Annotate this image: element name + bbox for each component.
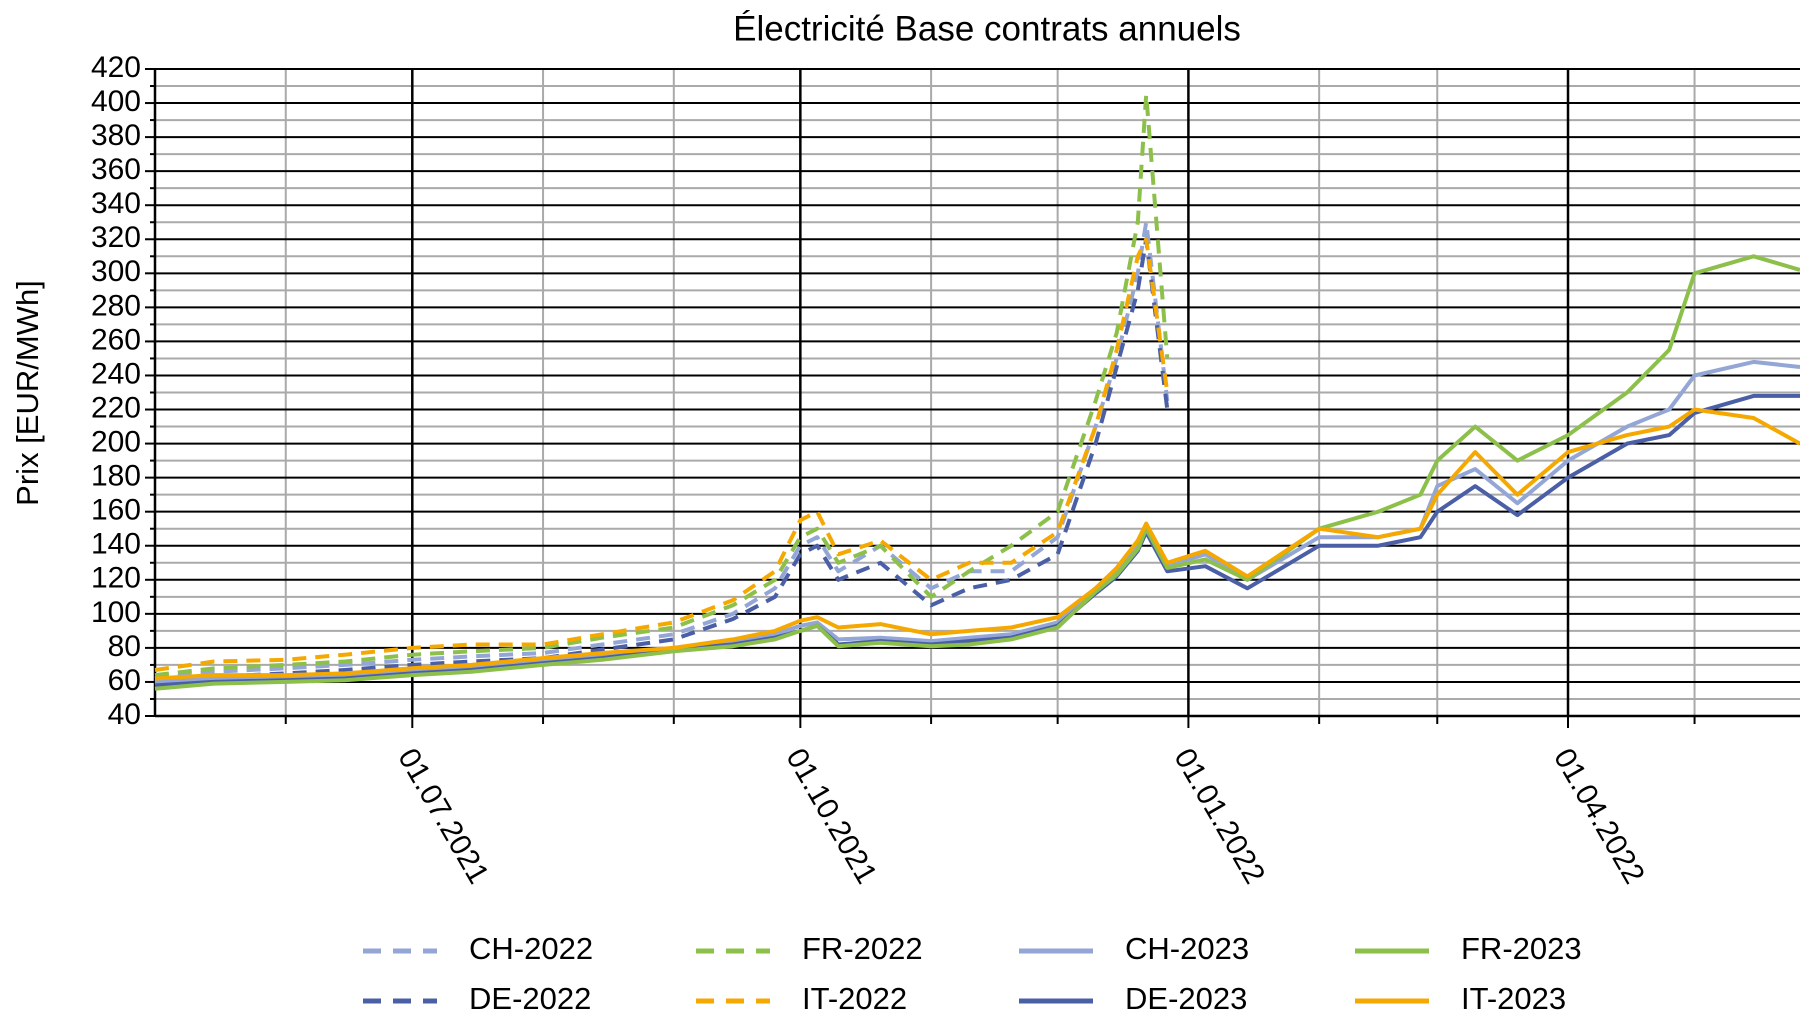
series-line — [154, 254, 1800, 691]
legend-label: CH-2022 — [469, 931, 593, 966]
y-tick-label: 320 — [91, 221, 141, 254]
y-tick-label: 420 — [91, 51, 141, 84]
legend-label: IT-2023 — [1461, 981, 1566, 1016]
legend-label: IT-2022 — [802, 981, 907, 1016]
legend-label: FR-2023 — [1461, 931, 1582, 966]
chart-title: Électricité Base contrats annuels — [733, 9, 1241, 48]
legend-label: DE-2023 — [1125, 981, 1247, 1016]
y-tick-label: 240 — [91, 357, 141, 390]
y-tick-label: 200 — [91, 426, 141, 459]
legend-label: DE-2022 — [469, 981, 591, 1016]
x-tick-label: 01.04.2022 — [1547, 743, 1651, 890]
y-axis-label: Prix [EUR/MWh] — [10, 280, 45, 506]
legend-label: CH-2023 — [1125, 931, 1249, 966]
y-tick-label: 260 — [91, 323, 141, 356]
y-tick-label: 160 — [91, 494, 141, 527]
y-tick-label: 280 — [91, 289, 141, 322]
y-tick-label: 220 — [91, 391, 141, 424]
y-tick-label: 140 — [91, 528, 141, 561]
x-tick-label: 01.10.2021 — [779, 743, 883, 890]
y-tick-label: 180 — [91, 460, 141, 493]
x-tick-label: 01.01.2022 — [1167, 743, 1271, 890]
x-tick-label: 01.07.2021 — [391, 743, 495, 890]
y-tick-label: 380 — [91, 119, 141, 152]
y-tick-label: 40 — [108, 698, 141, 731]
y-tick-label: 300 — [91, 255, 141, 288]
y-tick-label: 60 — [108, 664, 141, 697]
series-line — [154, 237, 1170, 672]
legend-label: FR-2022 — [802, 931, 923, 966]
y-tick-label: 120 — [91, 562, 141, 595]
y-tick-label: 100 — [91, 596, 141, 629]
y-tick-label: 80 — [108, 630, 141, 663]
y-tick-label: 400 — [91, 85, 141, 118]
series-line — [154, 92, 1170, 678]
series-line — [154, 407, 1800, 681]
y-tick-label: 340 — [91, 187, 141, 220]
y-tick-label: 360 — [91, 153, 141, 186]
